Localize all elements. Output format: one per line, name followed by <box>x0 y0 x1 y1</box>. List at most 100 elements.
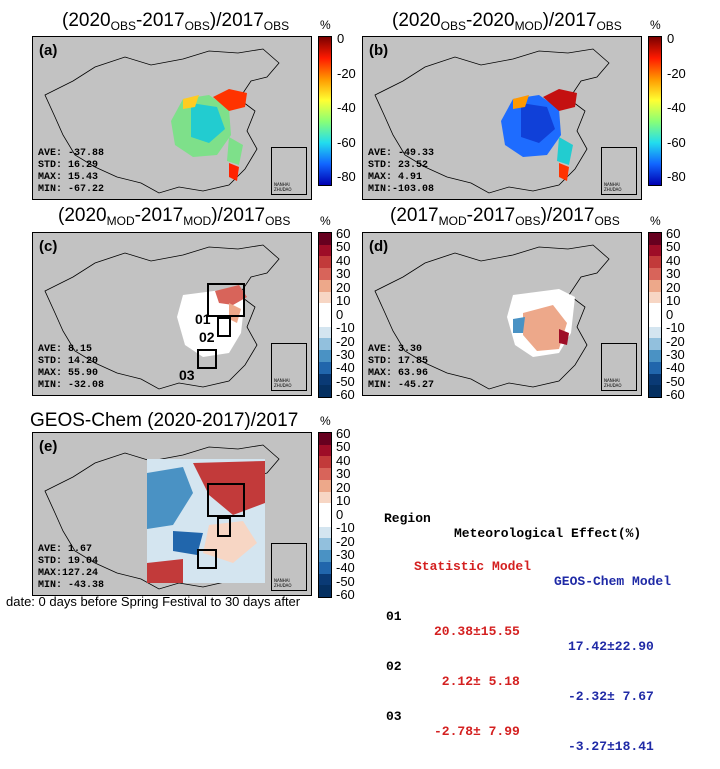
colorbar-e <box>318 432 332 598</box>
south-china-sea-inset: NANHAI ZHUDAO <box>601 343 637 391</box>
colorbar-tick: -60 <box>336 587 355 603</box>
colorbar-tick: -60 <box>336 387 355 403</box>
colorbar-tick: -40 <box>666 360 685 376</box>
colorbar-tick: -50 <box>336 373 355 389</box>
table-cell-stat: 20.38±15.55 <box>434 624 520 639</box>
stat-min: MIN: -45.27 <box>368 380 435 391</box>
stat-max: MAX: 55.90 <box>38 368 99 379</box>
data-region-west-blue <box>147 467 193 529</box>
data-region-northeast <box>213 89 247 111</box>
data-region-coast-red <box>229 303 241 323</box>
table-row: 03 -2.78± 7.99 -3.27±18.41 <box>384 694 654 754</box>
stat-min: MIN: -67.22 <box>38 184 105 195</box>
map-panel-a: (a) AVE: -37.88 STD: 16.29 MAX: 15.43 MI… <box>32 36 312 200</box>
colorbar-segment <box>649 361 661 375</box>
table-cell-region: 02 <box>386 659 402 674</box>
table-header-region: Region <box>384 511 431 526</box>
south-china-sea-inset: NANHAI ZHUDAO <box>271 543 307 591</box>
stat-ave: AVE: 1.67 <box>38 544 93 555</box>
colorbar-segment <box>649 268 661 281</box>
colorbar-segment <box>319 479 331 493</box>
colorbar-b <box>648 36 662 186</box>
data-region-center <box>523 305 567 351</box>
table-cell-region: 01 <box>386 609 402 624</box>
colorbar-segment <box>649 326 661 339</box>
colorbar-unit: % <box>320 214 331 228</box>
colorbar-d <box>648 232 662 398</box>
colorbar-tick: 40 <box>336 452 351 468</box>
south-china-sea-inset: NANHAI ZHUDAO <box>601 147 637 195</box>
china-outline <box>44 48 280 194</box>
map-panel-b: (b) AVE: -49.33 STD: 23.52 MAX: 4.91 MIN… <box>362 36 642 200</box>
region-box-02 <box>217 317 231 337</box>
colorbar-unit: % <box>650 214 661 228</box>
data-region-west <box>513 95 529 109</box>
colorbar-tick: -20 <box>666 333 685 349</box>
colorbar-segment <box>319 303 331 316</box>
colorbar-segment <box>319 550 331 563</box>
colorbar-segment <box>319 361 331 375</box>
colorbar-tick: -20 <box>667 66 686 81</box>
colorbar-tick: -30 <box>336 346 355 362</box>
stat-ave: AVE: 8.15 <box>38 344 93 355</box>
colorbar-a <box>318 36 332 186</box>
colorbar-tick: 30 <box>666 266 681 282</box>
colorbar-segment <box>319 373 331 386</box>
colorbar-tick: 10 <box>666 293 681 309</box>
colorbar-segment <box>649 315 661 328</box>
colorbar-segment <box>319 291 331 304</box>
colorbar-tick: 10 <box>336 493 351 509</box>
colorbar-segment <box>649 256 661 269</box>
colorbar-tick: 0 <box>336 306 344 322</box>
table-cell-region: 03 <box>386 709 402 724</box>
stat-ave: AVE: -37.88 <box>38 148 105 159</box>
colorbar-tick: -20 <box>336 333 355 349</box>
china-outline <box>374 48 610 194</box>
stat-ave: AVE: -49.33 <box>368 148 435 159</box>
colorbar-segment <box>649 233 661 246</box>
colorbar-tick: -30 <box>336 546 355 562</box>
colorbar-segment <box>649 350 661 363</box>
colorbar-tick: 40 <box>336 252 351 268</box>
colorbar-segment <box>319 444 331 457</box>
data-region-white <box>177 289 245 357</box>
colorbar-tick: -10 <box>336 320 355 336</box>
panel-b-title: (2020OBS-2020MOD)/2017OBS <box>392 10 622 33</box>
colorbar-tick: -40 <box>337 100 356 115</box>
stat-max: MAX: 4.91 <box>368 172 423 183</box>
panel-label: (d) <box>369 238 389 255</box>
data-region-north-red <box>193 461 265 515</box>
colorbar-tick: 30 <box>336 466 351 482</box>
colorbar-tick: -80 <box>337 169 356 184</box>
colorbar-segment <box>319 573 331 586</box>
china-map-d <box>374 244 610 390</box>
colorbar-tick: 50 <box>666 239 681 255</box>
data-region-west-blue <box>513 317 525 333</box>
colorbar-tick: -30 <box>666 346 685 362</box>
china-map-c <box>44 244 280 390</box>
south-china-sea-inset: NANHAI ZHUDAO <box>271 147 307 195</box>
colorbar-tick: 10 <box>336 293 351 309</box>
colorbar-segment <box>649 303 661 316</box>
panel-label: (a) <box>39 42 58 59</box>
colorbar-segment <box>649 279 661 293</box>
colorbar-segment <box>319 491 331 504</box>
panel-c-title: (2020MOD-2017MOD)/2017OBS <box>58 205 291 228</box>
region-box-01 <box>207 283 245 317</box>
stat-std: STD: 17.85 <box>368 356 429 367</box>
colorbar-segment <box>319 433 331 446</box>
stat-max: MAX: 15.43 <box>38 172 99 183</box>
colorbar-segment <box>649 373 661 386</box>
region-label-03: 03 <box>179 367 195 383</box>
china-outline <box>374 244 610 390</box>
data-region-northeast <box>543 89 577 111</box>
colorbar-unit: % <box>650 18 661 32</box>
stats-box: AVE: -37.88 STD: 16.29 MAX: 15.43 MIN: -… <box>38 148 104 196</box>
colorbar-tick: 0 <box>336 506 344 522</box>
panel-e-title: GEOS-Chem (2020-2017)/2017 <box>30 410 299 431</box>
table-row: 01 20.38±15.55 17.42±22.90 <box>384 594 654 654</box>
colorbar-tick: 0 <box>667 31 675 46</box>
stat-min: MIN: -43.38 <box>38 580 105 591</box>
data-region-south <box>559 163 569 181</box>
colorbar-segment <box>319 468 331 481</box>
